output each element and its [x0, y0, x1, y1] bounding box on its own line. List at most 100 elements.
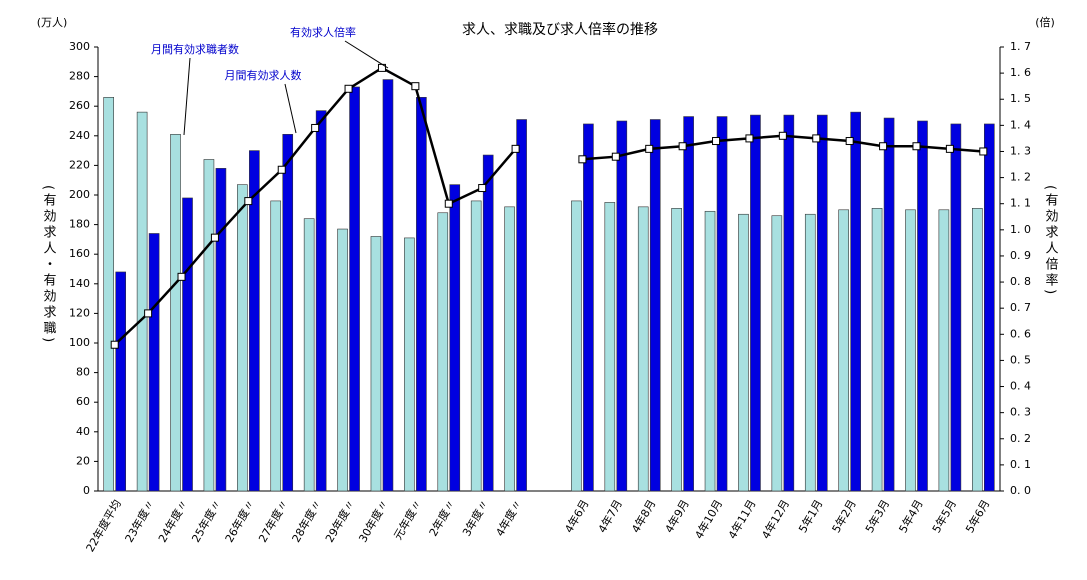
bar [871, 208, 883, 492]
y-axis-label: (有効求人・有効求職) [41, 185, 57, 345]
y2-axis-label: (有効求人倍率) [1043, 185, 1059, 297]
line-marker [444, 199, 453, 208]
x-tick-label: 25年度〃 [188, 497, 224, 545]
series-label: 月間有効求人数 [225, 68, 302, 82]
y-tick-label: 100 [69, 336, 90, 349]
y2-tick-label: 1. 4 [1010, 118, 1031, 131]
y-tick-label: 300 [69, 40, 90, 53]
y2-tick-label: 0. 3 [1010, 406, 1031, 419]
x-tick-label: 4年7月 [595, 497, 625, 535]
line-marker [344, 84, 353, 93]
x-tick-label: 4年11月 [725, 497, 759, 541]
bar [516, 119, 527, 492]
bar [170, 134, 181, 492]
bar [315, 110, 327, 492]
y2-tick-label: 0. 7 [1010, 301, 1031, 314]
bar [917, 120, 928, 492]
y2-tick-label: 0. 8 [1010, 275, 1031, 288]
bar [237, 184, 248, 492]
x-tick-label: 5年6月 [962, 497, 992, 535]
bar [215, 168, 227, 492]
bar [583, 123, 594, 492]
x-tick-label: 5年5月 [929, 497, 959, 535]
y-tick-label: 0 [83, 484, 90, 497]
bar [604, 202, 616, 492]
y-tick-label: 60 [76, 395, 90, 408]
bar [115, 271, 127, 492]
x-tick-label: 4年12月 [758, 497, 792, 541]
y2-tick-label: 0. 6 [1010, 327, 1031, 340]
line-marker [712, 137, 721, 146]
bar [571, 200, 582, 492]
bar [671, 208, 682, 492]
y2-tick-label: 1. 6 [1010, 66, 1031, 79]
x-tick-label: 28年度〃 [289, 497, 325, 545]
callout-line [344, 40, 389, 69]
line-marker [879, 142, 888, 151]
bar [637, 206, 649, 492]
x-tick-label: 29年度〃 [322, 497, 358, 545]
bar [136, 111, 148, 492]
line-marker [645, 144, 654, 153]
y-tick-label: 240 [69, 129, 90, 142]
x-tick-label: 元年度〃 [390, 497, 424, 542]
bar [983, 123, 995, 492]
bar [971, 208, 983, 492]
y2-tick-label: 0. 9 [1010, 249, 1031, 262]
line-marker [210, 233, 219, 242]
y-tick-label: 260 [69, 99, 90, 112]
x-tick-label: 5年4月 [896, 497, 926, 535]
line-marker [244, 197, 253, 206]
x-tick-label: 2年度〃 [426, 497, 458, 539]
bar [771, 215, 783, 492]
bar [704, 210, 716, 492]
line-marker [778, 131, 787, 140]
x-tick-label: 3年度〃 [459, 497, 491, 539]
callout-line [284, 83, 297, 134]
bar [850, 111, 861, 492]
line-marker [277, 165, 286, 174]
y-tick-label: 140 [69, 277, 90, 290]
y-tick-label: 160 [69, 247, 90, 260]
bar [337, 228, 348, 492]
line-marker [611, 152, 620, 161]
x-tick-label: 4年10月 [692, 497, 726, 541]
line-marker [411, 82, 420, 91]
bar [783, 114, 795, 492]
line-marker [945, 144, 954, 153]
line-marker [144, 309, 153, 318]
x-tick-label: 4年6月 [561, 497, 591, 535]
bar [416, 97, 427, 492]
bar [950, 123, 962, 492]
line-marker [845, 137, 854, 146]
bar [838, 209, 849, 492]
x-tick-label: 27年度〃 [255, 497, 291, 545]
bar [649, 119, 661, 492]
bar [716, 116, 728, 492]
line-marker [110, 340, 119, 349]
bar [270, 200, 282, 492]
bar [804, 213, 816, 492]
bar [370, 236, 382, 492]
y2-tick-label: 1. 0 [1010, 223, 1031, 236]
bar [182, 197, 193, 492]
y-tick-label: 280 [69, 70, 90, 83]
bar [103, 97, 115, 492]
bar [883, 117, 895, 492]
y-tick-label: 120 [69, 306, 90, 319]
x-tick-label: 5年1月 [795, 497, 825, 535]
line-marker [979, 147, 988, 156]
line-marker [177, 272, 186, 281]
line-marker [578, 155, 587, 164]
line-marker [812, 134, 821, 143]
y2-tick-label: 1. 7 [1010, 40, 1031, 53]
y-tick-label: 80 [76, 366, 90, 379]
x-tick-label: 5年3月 [862, 497, 892, 535]
bar [404, 237, 415, 492]
y2-tick-label: 0. 4 [1010, 380, 1031, 393]
bar [203, 159, 215, 492]
x-tick-label: 23年度〃 [122, 497, 158, 545]
line-marker [745, 134, 754, 143]
x-tick-label: 5年2月 [829, 497, 859, 535]
